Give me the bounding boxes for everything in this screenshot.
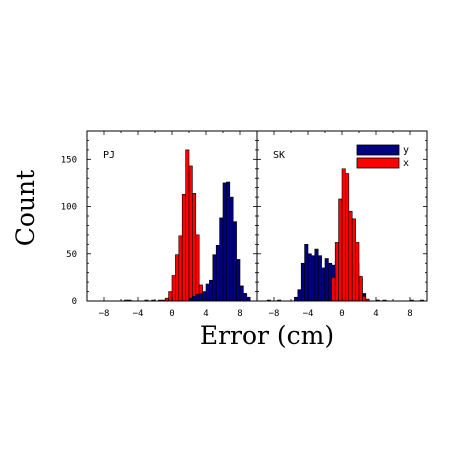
x-tick-label: 0 [339,309,344,319]
x-axis-title: Error (cm) [200,321,334,350]
x-tick-label: 0 [169,309,174,319]
bar-y-sk [314,248,319,302]
x-tick-label: 8 [237,309,242,319]
bar-x-pj [188,165,193,302]
bar-y-pj [212,254,217,302]
bar-x-sk [338,198,343,302]
bar-y-sk [317,255,322,302]
bar-y-sk [324,258,329,302]
bar-y-sk [321,267,326,302]
panel-label: PJ [103,150,115,161]
bar-y-pj [205,283,210,302]
x-tick-label: −8 [269,309,280,319]
bar-y-pj [243,293,248,302]
bar-x-sk [351,218,356,302]
legend-label-x: x [403,158,409,169]
bar-y-sk [311,255,316,302]
panel-sk: −8 −4 0 4 8 SK [256,130,428,319]
bar-y-sk [304,244,309,302]
x-tick-label: 4 [203,309,208,319]
panel-label: SK [273,150,285,161]
legend: yx [356,144,409,169]
y-tick-label: 50 [66,250,77,260]
bar-x-sk [355,242,360,302]
bar-x-sk [334,242,339,302]
y-tick-label: 150 [61,155,77,165]
x-tick-label: 8 [407,309,412,319]
bar-x-pj [195,234,200,302]
y-tick-label: 0 [72,297,77,307]
y-axis-title: Count [11,170,40,246]
bar-y-pj [195,294,200,302]
bar-x-sk [348,210,353,302]
bar-x-sk [341,168,346,302]
bar-y-pj [202,291,207,302]
bar-x-pj [181,193,186,302]
bar-x-pj [175,254,180,302]
bar-y-pj [236,259,241,302]
bar-x-sk [345,173,350,302]
bar-y-pj [192,295,197,302]
bar-x-pj [192,193,197,302]
y-tick-label: 100 [61,203,77,213]
x-tick-label: −4 [133,309,144,319]
legend-swatch-y [356,144,400,156]
bar-x-pj [168,291,173,302]
bar-y-sk [294,296,299,302]
legend-swatch-x [356,157,400,169]
x-tick-label: 4 [373,309,378,319]
bar-y-sk [307,253,312,302]
x-tick-label: −4 [303,309,314,319]
bar-x-pj [178,235,183,302]
bar-y-pj [239,285,244,302]
bar-x-sk [331,277,336,302]
bar-x-pj [185,149,190,302]
bar-y-sk [297,289,302,302]
legend-label-y: y [403,145,409,156]
x-tick-label: −8 [99,309,110,319]
bar-y-pj [219,217,224,302]
bar-y-pj [226,181,231,302]
bar-y-pj [215,244,220,302]
bar-y-pj [246,296,251,302]
bar-y-pj [222,182,227,302]
bar-y-sk [300,262,305,302]
bar-y-sk [328,262,333,302]
bar-x-pj [171,275,176,302]
panel-pj: −8 −4 0 4 8 0 50 100 150 PJ [61,130,258,319]
bar-y-pj [229,196,234,302]
bar-y-pj [209,279,214,302]
bar-y-pj [198,293,203,302]
bar-y-pj [232,221,237,302]
bar-x-sk [358,276,363,302]
bar-x-sk [362,295,367,302]
